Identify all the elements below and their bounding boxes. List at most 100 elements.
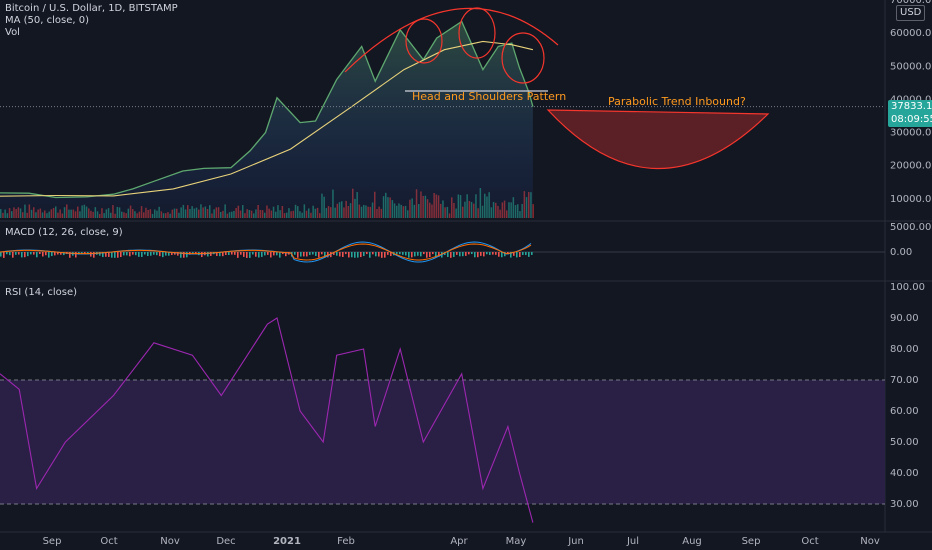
head-circle <box>458 7 496 59</box>
macd-histogram-bar <box>474 252 476 258</box>
macd-histogram-bar <box>15 252 17 255</box>
macd-histogram-bar <box>216 252 218 256</box>
macd-histogram-bar <box>201 252 203 258</box>
macd-histogram-bar <box>24 252 26 258</box>
time-axis-label: Sep <box>43 536 62 547</box>
macd-histogram-bar <box>120 252 122 258</box>
macd-histogram-bar <box>51 252 53 257</box>
macd-histogram-bar <box>522 252 524 255</box>
macd-axis-label: 5000.00 <box>890 222 931 233</box>
macd-histogram-bar <box>414 252 416 257</box>
macd-histogram-bar <box>513 252 515 256</box>
macd-histogram-bar <box>138 252 140 257</box>
macd-histogram-bar <box>219 252 221 257</box>
macd-histogram-bar <box>234 252 236 255</box>
last-price-tag: 37833.15 <box>888 100 932 114</box>
parabolic-bowl <box>546 109 770 170</box>
macd-histogram-bar <box>93 252 95 258</box>
macd-histogram-bar <box>285 252 287 257</box>
macd-histogram-bar <box>531 252 533 255</box>
macd-histogram-bar <box>417 252 419 256</box>
macd-histogram-bar <box>486 252 488 255</box>
macd-histogram-bar <box>363 252 365 257</box>
rsi-axis-label: 40.00 <box>890 468 919 479</box>
currency-button[interactable]: USD <box>896 5 926 21</box>
macd-histogram-bar <box>399 252 401 255</box>
macd-histogram-bar <box>153 252 155 255</box>
macd-histogram-bar <box>249 252 251 258</box>
macd-histogram-bar <box>30 252 32 255</box>
macd-histogram-bar <box>171 252 173 256</box>
macd-histogram-bar <box>348 252 350 258</box>
macd-histogram-bar <box>144 252 146 255</box>
macd-histogram-bar <box>333 252 335 255</box>
macd-histogram-bar <box>54 252 56 256</box>
macd-histogram-bar <box>114 252 116 258</box>
macd-histogram-bar <box>282 252 284 255</box>
macd-histogram-bar <box>453 252 455 257</box>
macd-histogram-bar <box>492 252 494 255</box>
macd-histogram-bar <box>462 252 464 257</box>
macd-histogram-bar <box>381 252 383 258</box>
macd-histogram-bar <box>378 252 380 257</box>
macd-histogram-bar <box>147 252 149 257</box>
price-axis-label: 10000.00 <box>890 194 932 205</box>
macd-histogram-bar <box>372 252 374 255</box>
macd-histogram-bar <box>306 252 308 257</box>
macd-histogram-bar <box>351 252 353 258</box>
macd-histogram-bar <box>297 252 299 258</box>
macd-histogram-bar <box>228 252 230 256</box>
macd-histogram-bar <box>369 252 371 258</box>
macd-histogram-bar <box>528 252 530 257</box>
chart-legend: Bitcoin / U.S. Dollar, 1D, BITSTAMP MA (… <box>5 3 178 39</box>
macd-histogram-bar <box>126 252 128 256</box>
price-axis-label: 60000.00 <box>890 28 932 39</box>
macd-histogram-bar <box>63 252 65 256</box>
macd-histogram-bar <box>480 252 482 256</box>
macd-histogram-bar <box>309 252 311 256</box>
macd-histogram-bar <box>450 252 452 258</box>
left-shoulder-circle <box>405 18 443 64</box>
macd-histogram-bar <box>504 252 506 257</box>
time-axis-label: Feb <box>337 536 355 547</box>
macd-histogram-bar <box>168 252 170 256</box>
macd-histogram-bar <box>432 252 434 255</box>
macd-histogram-bar <box>387 252 389 255</box>
price-axis-label: 30000.00 <box>890 128 932 139</box>
macd-histogram-bar <box>447 252 449 257</box>
macd-histogram-bar <box>105 252 107 257</box>
ma-line <box>0 40 534 197</box>
macd-histogram-bar <box>255 252 257 257</box>
macd-pane-label: MACD (12, 26, close, 9) <box>5 227 123 238</box>
macd-histogram-bar <box>252 252 254 255</box>
top-arc-annotation <box>344 7 559 73</box>
macd-histogram-bar <box>246 252 248 258</box>
macd-histogram-bar <box>45 252 47 256</box>
macd-histogram-bar <box>156 252 158 256</box>
price-area <box>0 21 533 218</box>
macd-histogram-bar <box>279 252 281 258</box>
chart-title: Bitcoin / U.S. Dollar, 1D, BITSTAMP <box>5 3 178 14</box>
macd-axis-label: 0.00 <box>890 247 912 258</box>
macd-histogram-bar <box>336 252 338 256</box>
macd-histogram-bar <box>243 252 245 257</box>
macd-histogram-bar <box>345 252 347 255</box>
macd-histogram-bar <box>435 252 437 258</box>
macd-histogram-bar <box>489 252 491 255</box>
rsi-band <box>0 380 885 504</box>
macd-histogram-bar <box>477 252 479 258</box>
rsi-axis-label: 30.00 <box>890 499 919 510</box>
macd-histogram-bar <box>525 252 527 256</box>
rsi-axis-label: 50.00 <box>890 437 919 448</box>
macd-histogram-bar <box>384 252 386 258</box>
macd-histogram-bar <box>180 252 182 258</box>
macd-histogram-bar <box>48 252 50 258</box>
macd-histogram-bar <box>495 252 497 255</box>
rsi-axis-label: 80.00 <box>890 344 919 355</box>
macd-histogram-bar <box>510 252 512 258</box>
macd-histogram-bar <box>294 252 296 255</box>
macd-histogram-bar <box>429 252 431 258</box>
macd-histogram-bar <box>516 252 518 258</box>
macd-histogram-bar <box>150 252 152 256</box>
